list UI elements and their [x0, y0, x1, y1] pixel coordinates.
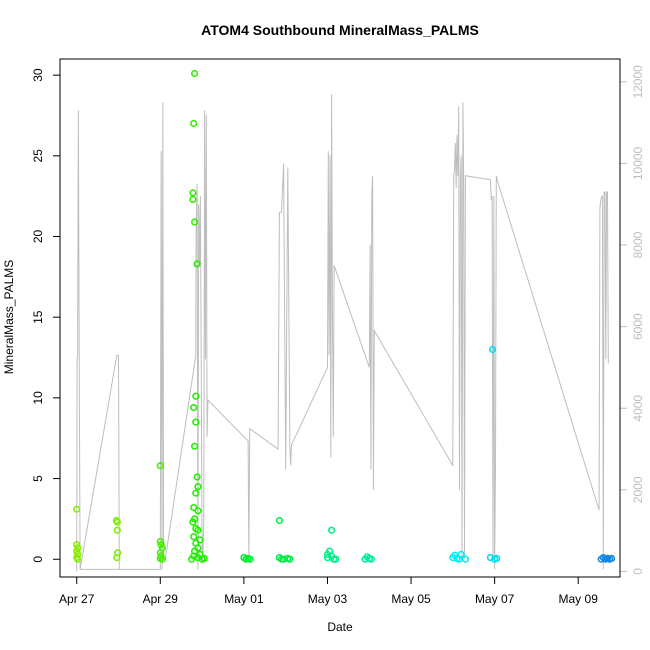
data-point — [191, 218, 199, 226]
data-point — [189, 518, 197, 526]
data-point — [190, 533, 198, 541]
y2-tick-label: 4000 — [631, 395, 645, 422]
data-point — [323, 550, 332, 559]
data-point — [332, 555, 340, 563]
x-tick-label: Apr 29 — [143, 592, 179, 606]
axes: Apr 27 Apr 29 May 01 May 03 May 05 May 07 May … — [31, 65, 645, 606]
y-tick-label: 25 — [31, 149, 45, 163]
x-tick-label: May 09 — [559, 592, 599, 606]
data-point — [449, 553, 457, 562]
data-point — [246, 555, 254, 563]
x-tick-label: May 01 — [224, 592, 264, 606]
data-point — [277, 555, 286, 563]
data-point — [73, 544, 82, 552]
data-point — [188, 555, 196, 563]
data-points — [73, 69, 616, 563]
y2-tick-label: 12000 — [631, 65, 645, 99]
data-point — [158, 555, 166, 563]
data-point — [194, 483, 202, 491]
data-point — [323, 553, 332, 562]
data-point — [157, 541, 165, 549]
data-point — [597, 555, 605, 563]
y-tick-label: 20 — [31, 230, 45, 244]
y2-tick-label: 2000 — [631, 476, 645, 503]
data-point — [156, 462, 164, 470]
data-point — [156, 537, 164, 546]
data-point — [200, 554, 208, 563]
x-tick-label: Apr 27 — [59, 592, 95, 606]
y-tick-label: 5 — [31, 475, 45, 482]
y-tick-label: 15 — [31, 310, 45, 324]
data-point — [189, 189, 197, 197]
y2-tick-label: 6000 — [631, 313, 645, 340]
y-tick-label: 0 — [31, 556, 45, 563]
data-point — [113, 526, 121, 534]
chart-title: ATOM4 Southbound MineralMass_PALMS — [201, 22, 479, 38]
data-point — [73, 505, 81, 513]
data-point — [193, 260, 201, 268]
data-point — [361, 555, 369, 563]
data-point — [275, 516, 284, 525]
data-point — [113, 553, 121, 562]
data-point — [194, 526, 202, 534]
data-point — [193, 473, 201, 481]
data-point — [286, 555, 294, 563]
data-point — [192, 418, 200, 426]
data-point — [73, 555, 82, 563]
y2-tick-label: 8000 — [631, 231, 645, 258]
data-point — [190, 404, 198, 412]
x-tick-label: May 05 — [391, 592, 431, 606]
altitude-line — [76, 94, 609, 572]
data-point — [189, 195, 197, 203]
data-point — [190, 119, 198, 128]
data-point — [191, 442, 199, 450]
data-point — [191, 69, 199, 78]
x-tick-label: May 03 — [308, 592, 348, 606]
y-tick-label: 10 — [31, 391, 45, 405]
data-point — [113, 518, 121, 526]
data-point — [328, 526, 336, 534]
y2-tick-label: 0 — [631, 568, 645, 575]
y2-tick-label: 10000 — [631, 146, 645, 180]
data-point — [455, 555, 463, 563]
data-point — [73, 541, 81, 549]
altitude-series — [76, 94, 609, 572]
data-point — [493, 554, 501, 563]
x-tick-label: May 07 — [475, 592, 515, 606]
data-point — [192, 489, 200, 497]
data-point — [192, 392, 200, 400]
data-point — [488, 345, 497, 354]
x-axis-label: Date — [327, 620, 353, 634]
data-point — [194, 507, 202, 515]
data-point — [607, 554, 616, 563]
y-axis-label: MineralMass_PALMS — [2, 260, 16, 374]
plot-frame — [59, 58, 621, 578]
y-tick-label: 30 — [31, 68, 45, 82]
